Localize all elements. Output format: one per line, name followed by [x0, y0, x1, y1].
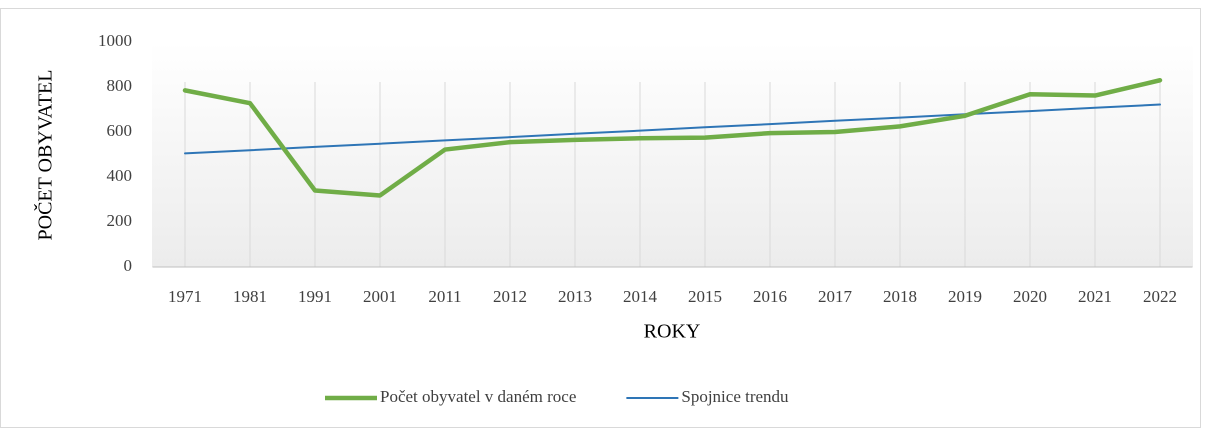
x-tick-label: 2018 [883, 287, 917, 306]
x-tick-label: 1981 [233, 287, 267, 306]
x-tick-label: 2019 [948, 287, 982, 306]
plot-area [152, 42, 1193, 267]
line-series [182, 78, 1163, 198]
x-tick-label: 2011 [428, 287, 461, 306]
x-tick-label: 2001 [363, 287, 397, 306]
x-tick-label: 2017 [818, 287, 853, 306]
legend-label: Spojnice trendu [681, 387, 789, 406]
x-tick-label: 2016 [753, 287, 787, 306]
x-axis-title: ROKY [644, 321, 701, 343]
y-tick-label: 0 [124, 256, 133, 275]
y-tick-label: 600 [107, 121, 133, 140]
x-tick-label: 2012 [493, 287, 527, 306]
x-tick-label: 2013 [558, 287, 592, 306]
y-tick-label: 1000 [98, 31, 132, 50]
line-series [184, 103, 1161, 155]
y-tick-label: 400 [107, 166, 133, 185]
x-tick-label: 2022 [1143, 287, 1177, 306]
x-tick-label: 2021 [1078, 287, 1112, 306]
x-tick-label: 2015 [688, 287, 722, 306]
x-tick-label: 1991 [298, 287, 332, 306]
y-axis-title: POČET OBYVATEL [33, 70, 57, 241]
x-tick-label: 2014 [623, 287, 658, 306]
x-tick-label: 2020 [1013, 287, 1047, 306]
y-tick-label: 200 [107, 211, 133, 230]
legend-label: Počet obyvatel v daném roce [380, 387, 576, 406]
x-tick-label: 1971 [168, 287, 202, 306]
y-tick-label: 800 [107, 76, 133, 95]
